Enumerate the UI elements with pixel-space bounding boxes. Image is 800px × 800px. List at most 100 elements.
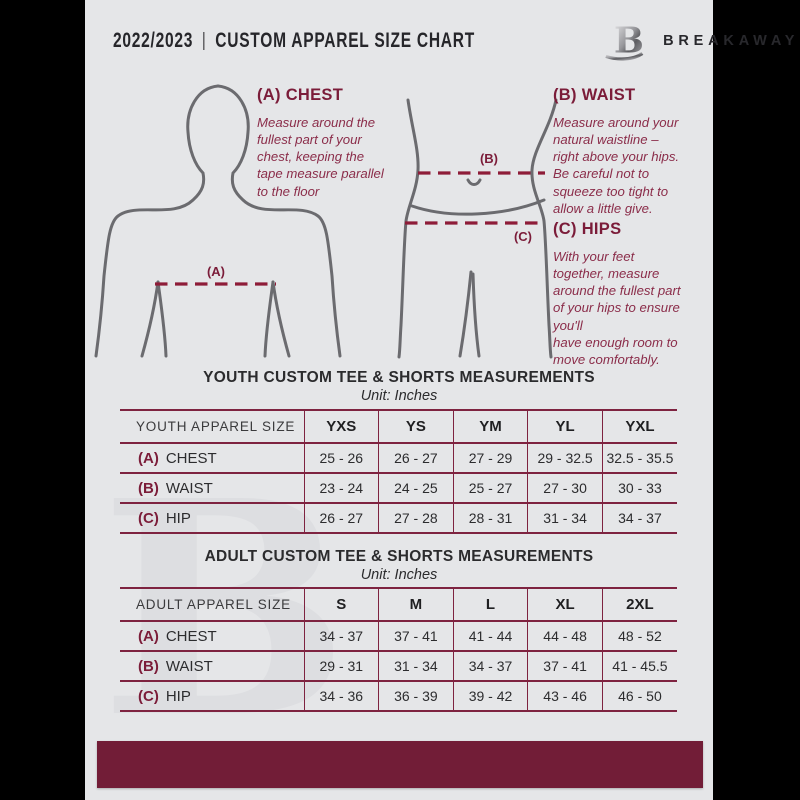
size-column-header: 2XL xyxy=(601,588,677,621)
size-column-header: L xyxy=(452,588,528,621)
navel-mark xyxy=(466,178,482,186)
lower-body-figure xyxy=(397,98,558,359)
adult-table-title: ADULT CUSTOM TEE & SHORTS MEASUREMENTS xyxy=(204,548,594,565)
brand-lockup: B BREAKAWAY xyxy=(602,18,799,64)
waist-instructions: Measure around your natural waistline – … xyxy=(553,115,680,216)
size-column-header: M xyxy=(378,588,454,621)
size-range-cell: 44 - 48 xyxy=(527,621,603,651)
guide-section-waist: (B) WAIST Measure around your natural wa… xyxy=(553,86,717,217)
size-range-cell: 26 - 27 xyxy=(378,443,454,473)
row-marker: (A) xyxy=(138,449,159,467)
size-range-cell: 36 - 39 xyxy=(378,681,454,711)
upper-body-figure xyxy=(94,84,342,358)
size-range-cell: 46 - 50 xyxy=(601,681,677,711)
guide-section-hips: (C) HIPS With your feet together, measur… xyxy=(553,220,721,368)
breakaway-logo-icon: B xyxy=(605,21,644,62)
youth-table-title: YOUTH CUSTOM TEE & SHORTS MEASUREMENTS xyxy=(203,369,595,386)
adult-size-table: ADULT APPAREL SIZE S M L XL 2XL (A) CHEST… xyxy=(120,587,677,712)
row-marker: (B) xyxy=(138,479,159,497)
size-range-cell: 41 - 45.5 xyxy=(601,651,677,681)
column-header: YOUTH APPAREL SIZE xyxy=(136,419,296,434)
row-label-text: HIP xyxy=(165,687,191,705)
size-range-cell: 25 - 27 xyxy=(452,473,528,503)
row-label: (A) CHEST xyxy=(120,443,304,473)
chest-heading: (A) CHEST xyxy=(257,86,344,104)
row-label-text: WAIST xyxy=(165,657,213,675)
size-range-cell: 39 - 42 xyxy=(452,681,528,711)
row-label-text: WAIST xyxy=(165,479,213,497)
size-range-cell: 34 - 37 xyxy=(452,651,528,681)
hips-heading: (C) HIPS xyxy=(553,220,622,238)
row-label-text: CHEST xyxy=(165,627,217,645)
size-range-cell: 28 - 31 xyxy=(452,503,528,533)
table-row: (B) WAIST 23 - 24 24 - 25 25 - 27 27 - 30… xyxy=(120,473,677,503)
table-row: (C) HIP 26 - 27 27 - 28 28 - 31 31 - 34 3… xyxy=(120,503,677,533)
chart-title: CUSTOM APPAREL SIZE CHART xyxy=(215,29,475,52)
table-header-row: YOUTH APPAREL SIZE YXS YS YM YL YXL xyxy=(120,410,677,443)
season-label: 2022/2023 xyxy=(113,29,194,52)
size-column-header: YXS xyxy=(303,410,379,443)
size-column-header: XL xyxy=(527,588,603,621)
size-range-cell: 25 - 26 xyxy=(303,443,379,473)
youth-table-unit: Unit: Inches xyxy=(360,388,438,404)
size-column-header: S xyxy=(303,588,379,621)
row-marker: (C) xyxy=(138,509,159,527)
size-range-cell: 23 - 24 xyxy=(303,473,379,503)
measurement-diagram: (A) (B) (C) xyxy=(94,84,558,359)
table-row: (B) WAIST 29 - 31 31 - 34 34 - 37 37 - 41… xyxy=(120,651,677,681)
size-range-cell: 41 - 44 xyxy=(452,621,528,651)
brand-name: BREAKAWAY xyxy=(663,33,800,49)
size-column-header: YL xyxy=(527,410,603,443)
size-range-cell: 27 - 28 xyxy=(378,503,454,533)
waist-heading: (B) WAIST xyxy=(553,86,636,104)
row-marker: (A) xyxy=(138,627,159,645)
size-range-cell: 31 - 34 xyxy=(378,651,454,681)
row-label: (B) WAIST xyxy=(120,651,304,681)
table-header-row: ADULT APPAREL SIZE S M L XL 2XL xyxy=(120,588,677,621)
guide-section-chest: (A) CHEST Measure around the fullest par… xyxy=(257,86,417,200)
marker-b: (B) xyxy=(480,151,498,166)
marker-c: (C) xyxy=(514,229,532,244)
row-label-text: CHEST xyxy=(165,449,217,467)
size-range-cell: 32.5 - 35.5 xyxy=(601,443,677,473)
size-range-cell: 24 - 25 xyxy=(378,473,454,503)
marker-a: (A) xyxy=(207,264,225,279)
size-range-cell: 26 - 27 xyxy=(303,503,379,533)
size-range-cell: 34 - 36 xyxy=(303,681,379,711)
row-label: (A) CHEST xyxy=(120,621,304,651)
adult-table-unit: Unit: Inches xyxy=(360,567,438,583)
table-row: (C) HIP 34 - 36 36 - 39 39 - 42 43 - 46 4… xyxy=(120,681,677,711)
size-column-header: YS xyxy=(378,410,454,443)
size-range-cell: 27 - 29 xyxy=(452,443,528,473)
size-range-cell: 37 - 41 xyxy=(378,621,454,651)
row-label: (C) HIP xyxy=(120,681,304,711)
youth-size-table: YOUTH APPAREL SIZE YXS YS YM YL YXL (A) C… xyxy=(120,409,677,534)
size-range-cell: 37 - 41 xyxy=(527,651,603,681)
row-marker: (C) xyxy=(138,687,159,705)
table-row: (A) CHEST 34 - 37 37 - 41 41 - 44 44 - 48… xyxy=(120,621,677,651)
size-range-cell: 34 - 37 xyxy=(601,503,677,533)
table-row: (A) CHEST 25 - 26 26 - 27 27 - 29 29 - 32… xyxy=(120,443,677,473)
hip-line xyxy=(410,198,546,216)
page-header: 2022/2023 | CUSTOM APPAREL SIZE CHART B xyxy=(113,14,794,68)
size-column-header: YXL xyxy=(601,410,677,443)
size-range-cell: 29 - 31 xyxy=(303,651,379,681)
size-column-header: YM xyxy=(452,410,528,443)
column-header: ADULT APPAREL SIZE xyxy=(136,597,291,612)
size-range-cell: 29 - 32.5 xyxy=(527,443,603,473)
size-range-cell: 34 - 37 xyxy=(303,621,379,651)
size-range-cell: 48 - 52 xyxy=(601,621,677,651)
title-divider: | xyxy=(202,30,207,51)
size-range-cell: 43 - 46 xyxy=(527,681,603,711)
size-range-cell: 31 - 34 xyxy=(527,503,603,533)
size-chart-page: B 2022/2023 | CUSTOM APPAREL SIZE CHART … xyxy=(85,0,794,800)
page-title: 2022/2023 | CUSTOM APPAREL SIZE CHART xyxy=(113,29,475,53)
row-marker: (B) xyxy=(138,657,159,675)
row-label: (C) HIP xyxy=(120,503,304,533)
hips-instructions: With your feet together, measure around … xyxy=(553,249,681,367)
size-range-cell: 30 - 33 xyxy=(601,473,677,503)
row-label-text: HIP xyxy=(165,509,191,527)
row-label: (B) WAIST xyxy=(120,473,304,503)
chest-instructions: Measure around the fullest part of your … xyxy=(257,115,384,199)
size-range-cell: 27 - 30 xyxy=(527,473,603,503)
